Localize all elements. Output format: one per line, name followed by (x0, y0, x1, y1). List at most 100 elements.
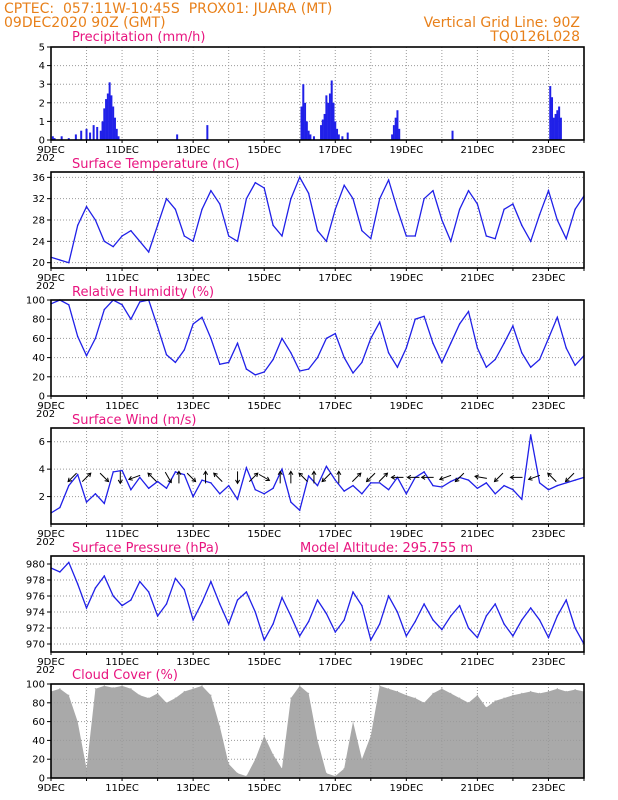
x-tick-label: 17DEC (318, 145, 352, 156)
wind-arrow (311, 470, 317, 484)
series-point (538, 213, 541, 216)
series-point (361, 229, 363, 232)
series-point (201, 601, 203, 604)
x-tick-label: 9DEC (37, 401, 64, 412)
series-point (458, 208, 461, 211)
cloud-point (459, 697, 461, 699)
series-point (414, 620, 416, 623)
wind-arrow (186, 472, 197, 483)
cloud-point (228, 763, 230, 765)
precip-bar (60, 136, 63, 140)
wind-arrow-head (474, 474, 479, 480)
precip-bar (554, 113, 557, 140)
precip-bar (115, 128, 118, 140)
series-point (94, 219, 97, 221)
series-point (139, 580, 141, 583)
cloud-point (503, 697, 505, 699)
series-point (396, 611, 399, 613)
wind-arrow-head (298, 472, 304, 478)
precip-bar (112, 106, 115, 140)
series-point (414, 318, 416, 320)
series-point (112, 471, 114, 473)
precip-bar (117, 136, 120, 140)
precip-bar (305, 121, 308, 140)
wind-arrow (235, 471, 241, 485)
wind-arrow (564, 472, 575, 483)
series-point (405, 493, 408, 495)
precip-bar (108, 82, 111, 140)
series-point (574, 479, 576, 481)
series-point (68, 261, 70, 264)
wind-arrow (547, 472, 557, 482)
series-point (281, 468, 283, 470)
series-point (370, 482, 372, 484)
chart-frame (50, 299, 585, 397)
x-year-stub: 202 (36, 409, 55, 420)
series-point (316, 484, 319, 487)
series-point (458, 604, 461, 607)
precip-bar (334, 121, 337, 140)
precip-bar (323, 113, 326, 140)
wind-arrow-shaft (67, 472, 77, 482)
precip-bar (346, 132, 349, 140)
series-point (219, 493, 221, 495)
x-tick-label: 17DEC (318, 529, 352, 540)
precip-bar (80, 130, 83, 140)
wind-arrow (321, 472, 331, 483)
wind-arrow-head (104, 477, 110, 483)
x-tick-label: 19DEC (389, 657, 423, 668)
x-tick-label: 13DEC (176, 529, 210, 540)
series-point (334, 332, 336, 335)
wind-arrow-shaft (321, 472, 331, 482)
wind-arrow-head (509, 474, 515, 480)
series-point (201, 208, 203, 211)
chart-title: Surface Wind (m/s) (72, 413, 196, 428)
chart-title: Precipitation (mm/h) (72, 30, 205, 45)
series-line (50, 561, 585, 645)
wind-arrow-shaft (128, 474, 141, 480)
cloud-point (219, 725, 221, 727)
series-point (236, 498, 239, 501)
x-tick-label: 21DEC (461, 529, 495, 540)
series-point (476, 347, 479, 349)
series-point (281, 337, 283, 340)
x-tick-label: 15DEC (247, 783, 281, 794)
series-point (556, 219, 559, 221)
x-tick-label: 9DEC (37, 145, 64, 156)
precip-bar (337, 134, 340, 140)
series-point (441, 219, 443, 221)
cloud-point (450, 692, 452, 695)
series-point (139, 301, 141, 303)
wind-arrow-head (147, 472, 153, 478)
cloud-point (521, 692, 523, 695)
series-point (272, 224, 274, 227)
cloud-point (281, 768, 283, 770)
precip-bar (302, 84, 305, 140)
series-point (574, 364, 576, 366)
wind-arrow-shaft (258, 473, 270, 481)
series-point (210, 580, 212, 583)
series-point (432, 189, 434, 192)
chart-panel-0: Precipitation (mm/h) 0 1 2 3 4 5 9DEC 11DEC 13DEC… (36, 30, 585, 164)
series-point (156, 326, 159, 328)
series-point (556, 615, 559, 617)
precip-bar (325, 95, 328, 140)
precip-bar (300, 106, 303, 140)
series-point (192, 619, 194, 621)
series-point (414, 235, 416, 237)
series-point (361, 361, 363, 364)
wind-arrow-head (336, 470, 342, 476)
series-point (485, 615, 487, 617)
series-point (121, 604, 123, 607)
series-point (219, 603, 221, 605)
series-point (450, 240, 452, 243)
y-tick-label: 24 (32, 237, 45, 248)
y-tick-label: 980 (26, 560, 45, 571)
wind-arrow-head (191, 477, 197, 483)
cloud-point (574, 689, 576, 691)
y-tick-label: 4 (39, 61, 45, 72)
series-point (210, 189, 212, 192)
y-tick-label: 40 (32, 736, 45, 747)
x-tick-label: 23DEC (532, 657, 566, 668)
cloud-point (174, 697, 176, 699)
